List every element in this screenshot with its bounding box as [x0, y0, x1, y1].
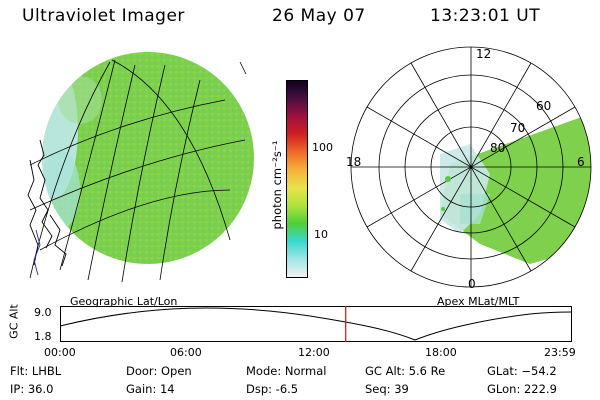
mlt-12: 12 — [476, 47, 491, 61]
alt-xtick-0600: 06:00 — [170, 346, 202, 359]
coastline — [27, 139, 67, 267]
time-label: 13:23:01 UT — [430, 6, 541, 26]
altitude-curve — [60, 307, 572, 341]
lat-60: 60 — [536, 99, 551, 113]
alt-ytick-9: 9.0 — [34, 306, 52, 319]
colorbar-tick-10: 10 — [314, 228, 328, 241]
alt-xtick-1200: 12:00 — [298, 346, 330, 359]
polar-plot: 12 18 6 0 60 70 80 — [346, 46, 592, 291]
info-glon: GLon: 222.9 — [487, 382, 557, 396]
colorbar-tick-100: 100 — [312, 141, 333, 154]
geo-grid-lines — [29, 59, 246, 283]
instrument-title: Ultraviolet Imager — [22, 6, 185, 26]
info-mode: Mode: Normal — [246, 364, 327, 378]
mlt-6: 6 — [577, 155, 585, 169]
info-ip: IP: 36.0 — [10, 382, 54, 396]
info-seq: Seq: 39 — [365, 382, 409, 396]
mlt-0: 0 — [468, 277, 476, 291]
date-label: 26 May 07 — [272, 6, 366, 26]
alt-ylabel: GC Alt — [7, 304, 21, 339]
alt-xtick-1800: 18:00 — [425, 346, 457, 359]
alt-xtick-0000: 00:00 — [44, 346, 76, 359]
colorbar-gradient — [287, 81, 307, 277]
info-gc-alt: GC Alt: 5.6 Re — [365, 364, 446, 378]
altitude-plot — [60, 306, 572, 342]
geographic-image — [27, 52, 254, 283]
info-dsp: Dsp: -6.5 — [246, 382, 299, 396]
polar-panel-label: Apex MLat/MLT — [437, 295, 520, 308]
info-filter: Flt: LHBL — [10, 364, 62, 378]
geo-panel-label: Geographic Lat/Lon — [70, 295, 178, 308]
alt-ytick-1-8: 1.8 — [34, 330, 52, 343]
colorbar-unit-label: photon cm⁻²s⁻¹ — [270, 140, 284, 230]
mlt-18: 18 — [346, 155, 361, 169]
info-glat: GLat: −54.2 — [487, 364, 557, 378]
colorbar — [286, 80, 308, 278]
info-door: Door: Open — [126, 364, 192, 378]
lat-80: 80 — [490, 141, 505, 155]
lat-70: 70 — [510, 121, 525, 135]
alt-xtick-2359: 23:59 — [544, 346, 576, 359]
info-gain: Gain: 14 — [126, 382, 175, 396]
